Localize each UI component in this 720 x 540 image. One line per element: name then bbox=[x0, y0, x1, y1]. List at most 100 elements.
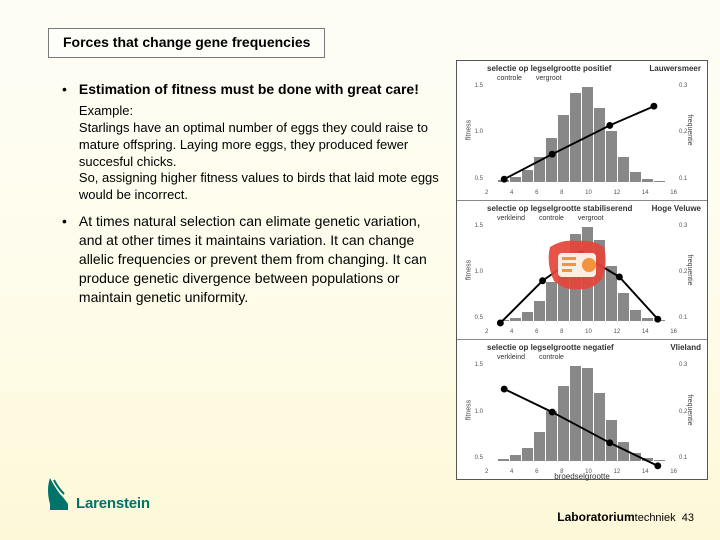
histogram-bar bbox=[606, 131, 617, 182]
panel-1-legend: controle vergroot bbox=[497, 75, 562, 82]
legend-vergroot: vergroot bbox=[536, 75, 562, 82]
histogram-bar bbox=[546, 411, 557, 461]
histogram-bar bbox=[594, 393, 605, 461]
legend-controle: controle bbox=[497, 75, 522, 82]
xtick: 8 bbox=[560, 329, 563, 335]
legend-vergroot: vergroot bbox=[578, 215, 604, 222]
bullet-marker: • bbox=[62, 80, 67, 204]
panel-2-ylabel-right: frequentie bbox=[686, 254, 693, 285]
bullet-2-text: At times natural selection can elimate g… bbox=[79, 212, 442, 306]
bullet-1-text: Estimation of fitness must be done with … bbox=[79, 80, 442, 204]
histogram-bar bbox=[630, 453, 641, 461]
bullet-1-example: Example: Starlings have an optimal numbe… bbox=[79, 103, 442, 204]
panel-2-location: Hoge Veluwe bbox=[652, 204, 701, 213]
xtick: 14 bbox=[642, 329, 649, 335]
panel-3-yscale-left: 1.5 1.0 0.5 bbox=[471, 362, 483, 461]
histogram-bar bbox=[498, 180, 509, 182]
legend-controle: controle bbox=[539, 215, 564, 222]
panel-2-yscale-left: 1.5 1.0 0.5 bbox=[471, 223, 483, 322]
histogram-bar bbox=[642, 458, 653, 461]
xtick: 2 bbox=[485, 190, 488, 196]
panel-3-location: Vlieland bbox=[670, 343, 701, 352]
histogram-bar bbox=[510, 318, 521, 322]
histogram-bar bbox=[630, 172, 641, 181]
histogram-bar bbox=[498, 320, 509, 321]
histogram-bar bbox=[522, 448, 533, 462]
slide-title: Forces that change gene frequencies bbox=[63, 34, 310, 50]
histogram-bar bbox=[618, 157, 629, 182]
xtick: 2 bbox=[485, 329, 488, 335]
panel-3-ylabel-right: frequentie bbox=[686, 394, 693, 425]
panel-1-yscale-left: 1.5 1.0 0.5 bbox=[471, 83, 483, 182]
page-number: 43 bbox=[682, 512, 694, 524]
xtick: 12 bbox=[614, 329, 621, 335]
xtick: 16 bbox=[670, 329, 677, 335]
xtick: 10 bbox=[585, 190, 592, 196]
histogram-bar bbox=[642, 179, 653, 182]
bullet-2-body: At times natural selection can elimate g… bbox=[79, 212, 442, 306]
histogram-bar bbox=[618, 442, 629, 461]
histogram-bar bbox=[654, 460, 665, 461]
xtick: 8 bbox=[560, 190, 563, 196]
bullet-1-heading: Estimation of fitness must be done with … bbox=[79, 80, 442, 99]
panel-2-ylabel-left: fitness bbox=[466, 260, 473, 280]
histogram-bar bbox=[606, 420, 617, 461]
bullet-1: • Estimation of fitness must be done wit… bbox=[62, 80, 442, 204]
bullet-2: • At times natural selection can elimate… bbox=[62, 212, 442, 306]
histogram-bar bbox=[522, 170, 533, 181]
xtick: 6 bbox=[535, 329, 538, 335]
histogram-bar bbox=[522, 312, 533, 321]
histogram-bar bbox=[510, 177, 521, 182]
histogram-bar bbox=[594, 108, 605, 182]
xaxis-title: broedselgrootte bbox=[457, 472, 707, 481]
bullet-marker: • bbox=[62, 212, 67, 306]
content-area: • Estimation of fitness must be done wit… bbox=[62, 80, 442, 313]
panel-2-legend: verkleind controle vergroot bbox=[497, 215, 604, 222]
xtick: 16 bbox=[670, 190, 677, 196]
histogram-bar bbox=[570, 366, 581, 461]
histogram-bar bbox=[558, 386, 569, 461]
histogram-bar bbox=[570, 93, 581, 182]
histogram-bar bbox=[618, 293, 629, 321]
histogram-bar bbox=[582, 87, 593, 182]
histogram-bar bbox=[558, 115, 569, 181]
footer-bold: Laboratorium bbox=[557, 510, 634, 524]
histogram-bar bbox=[510, 455, 521, 461]
slide-title-box: Forces that change gene frequencies bbox=[48, 28, 325, 58]
media-badge-icon bbox=[544, 235, 610, 293]
xtick: 12 bbox=[614, 190, 621, 196]
histogram-bar bbox=[642, 318, 653, 322]
panel-1-ylabel-left: fitness bbox=[466, 120, 473, 140]
panel-3-ylabel-left: fitness bbox=[466, 400, 473, 420]
logo-text: Larenstein bbox=[76, 495, 150, 512]
chart-panel-1: selectie op legselgrootte positief Lauwe… bbox=[457, 61, 707, 201]
panel-1-ylabel-right: frequentie bbox=[686, 115, 693, 146]
footer: Laboratoriumtechniek 43 bbox=[557, 510, 694, 524]
panel-1-location: Lauwersmeer bbox=[649, 64, 701, 73]
histogram-bar bbox=[630, 310, 641, 321]
histogram-bar bbox=[546, 138, 557, 182]
legend-verkleind: verkleind bbox=[497, 354, 525, 361]
histogram-bar bbox=[498, 459, 509, 461]
histogram-bar bbox=[534, 301, 545, 322]
histogram-bar bbox=[534, 432, 545, 461]
panel-1-xticks: 2 4 6 8 10 12 14 16 bbox=[485, 190, 677, 196]
histogram-bar bbox=[582, 368, 593, 461]
xtick: 4 bbox=[510, 190, 513, 196]
histogram-bar bbox=[534, 157, 545, 182]
xtick: 14 bbox=[642, 190, 649, 196]
panel-3-legend: verkleind controle bbox=[497, 354, 564, 361]
xtick: 4 bbox=[510, 329, 513, 335]
xtick: 10 bbox=[585, 329, 592, 335]
panel-2-xticks: 2 4 6 8 10 12 14 16 bbox=[485, 329, 677, 335]
larenstein-logo: Larenstein bbox=[44, 476, 150, 512]
panel-3-histogram bbox=[485, 366, 677, 461]
legend-controle: controle bbox=[539, 354, 564, 361]
histogram-bar bbox=[654, 181, 665, 182]
legend-verkleind: verkleind bbox=[497, 215, 525, 222]
xtick: 6 bbox=[535, 190, 538, 196]
footer-light: techniek bbox=[635, 512, 676, 524]
histogram-bar bbox=[654, 320, 665, 321]
logo-mark-icon bbox=[44, 476, 72, 512]
panel-1-histogram bbox=[485, 87, 677, 182]
